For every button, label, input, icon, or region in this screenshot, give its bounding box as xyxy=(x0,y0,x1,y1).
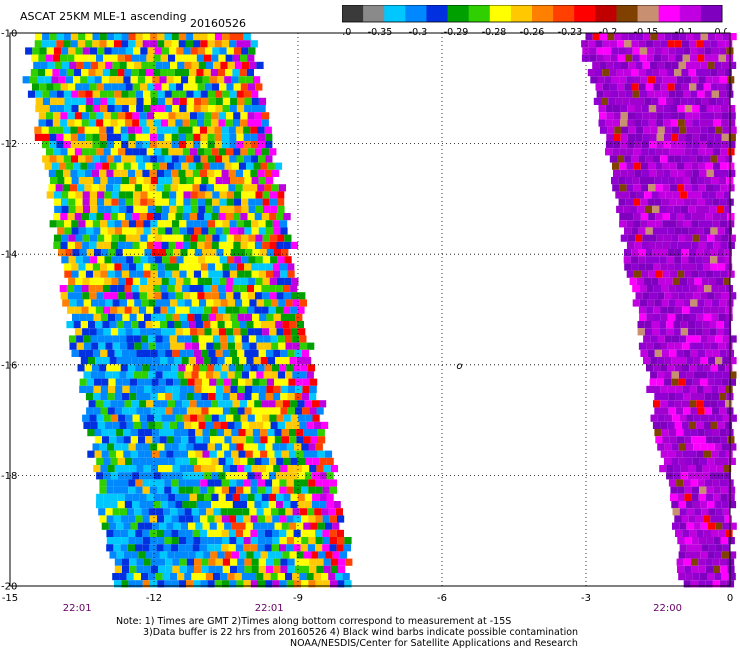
colorbar-swatch xyxy=(553,5,575,22)
latitude-tick-label: -16 xyxy=(1,360,17,371)
colorbar-label: -0.15 xyxy=(634,27,659,37)
longitude-tick-label: -9 xyxy=(293,593,303,604)
colorbar-label: -0.1 xyxy=(675,27,694,37)
colorbar-swatch xyxy=(510,5,533,22)
colorbar-label: -0.26 xyxy=(520,27,545,37)
colorbar-swatch xyxy=(595,5,617,22)
pass-time-label: 22:00 xyxy=(653,603,682,614)
colorbar-label: -0.23 xyxy=(558,27,583,37)
map-title: ASCAT 25KM MLE-1 ascending xyxy=(20,10,187,23)
colorbar-swatch xyxy=(468,5,491,22)
map-date: 20160526 xyxy=(190,17,246,30)
colorbar-swatch xyxy=(426,5,449,22)
longitude-tick-label: 0 xyxy=(727,593,733,604)
latitude-tick-label: -20 xyxy=(1,582,17,593)
east-swath xyxy=(581,33,737,588)
color-scale-legend: -1.0 -0.35 -0.3 -0.29 -0.28 -0.26 -0.23 -0.2 -0.… xyxy=(342,5,727,37)
colorbar-swatch xyxy=(342,5,364,22)
pass-time-label: 22:01 xyxy=(255,603,284,614)
colorbar-label: -0.29 xyxy=(444,27,469,37)
latitude-tick-label: -18 xyxy=(1,471,17,482)
colorbar-swatch xyxy=(532,5,554,22)
footnote-line-3: NOAA/NESDIS/Center for Satellite Applica… xyxy=(290,638,578,649)
map-frame xyxy=(9,32,731,587)
latitude-tick-label: -10 xyxy=(1,29,17,40)
scatterometer-map: -10 -12 -14 -16 -18 -20-15 -12 -9 -6 -3 0 22:01 22:0… xyxy=(1,29,737,614)
colorbar-swatch xyxy=(405,5,427,22)
colorbar-label: -0.3 xyxy=(409,27,428,37)
colorbar-swatch xyxy=(384,5,406,22)
west-swath xyxy=(22,33,353,588)
longitude-tick-label: -12 xyxy=(146,593,162,604)
footnote-line-1: Note: 1) Times are GMT 2)Times along bot… xyxy=(116,616,512,627)
colorbar-swatch xyxy=(658,5,681,22)
colorbar-swatch xyxy=(616,5,639,22)
colorbar-label: -0.2 xyxy=(599,27,618,37)
colorbar-swatch xyxy=(574,5,596,22)
longitude-tick-label: -6 xyxy=(437,593,447,604)
latitude-tick-label: -12 xyxy=(1,139,17,150)
colorbar-label: 0.0 xyxy=(714,27,727,37)
pass-time-label: 22:01 xyxy=(63,603,92,614)
colorbar-label: -1.0 xyxy=(342,27,351,37)
colorbar-swatch xyxy=(363,5,385,22)
colorbar-label: -0.28 xyxy=(482,27,507,37)
colorbar-swatch xyxy=(489,5,512,22)
colorbar-swatch xyxy=(637,5,660,22)
longitude-tick-label: -15 xyxy=(2,593,18,604)
longitude-tick-label: -3 xyxy=(581,593,591,604)
island-marker: o xyxy=(456,361,462,372)
colorbar-swatch xyxy=(700,5,723,22)
footnote-line-2: 3)Data buffer is 22 hrs from 20160526 4)… xyxy=(143,627,579,638)
colorbar-swatch xyxy=(447,5,470,22)
colorbar-swatch xyxy=(679,5,702,22)
colorbar-label: -0.35 xyxy=(368,27,393,37)
latitude-tick-label: -14 xyxy=(1,250,17,261)
